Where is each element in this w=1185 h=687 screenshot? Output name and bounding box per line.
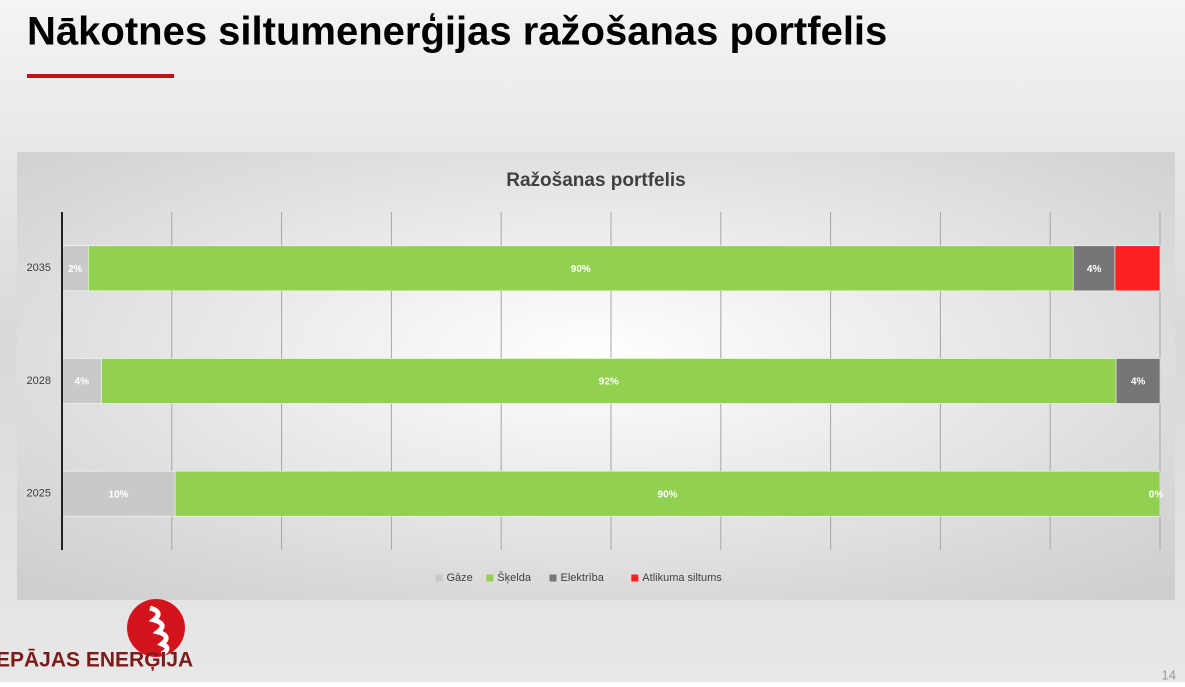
data-label: 90%: [571, 264, 591, 275]
legend-swatch: [435, 574, 443, 582]
bar-segment: [1073, 245, 1116, 292]
logo-text: EPĀJAS ENERĢIJA: [0, 649, 193, 672]
data-label: 4%: [75, 377, 90, 388]
y-tick-label: 2035: [27, 262, 51, 274]
logo: EPĀJAS ENERĢIJA: [0, 599, 193, 672]
bar-segment: [61, 358, 102, 404]
logo-mark: [127, 599, 185, 657]
y-tick-label: 2025: [27, 488, 51, 500]
bar-segment: [1115, 358, 1161, 404]
legend-label: Gāze: [447, 572, 473, 584]
legend-swatch: [631, 574, 639, 582]
y-tick-label: 2028: [27, 375, 51, 387]
bar-segment: [1114, 245, 1161, 292]
data-label: 90%: [658, 489, 678, 500]
legend-label: Šķelda: [497, 571, 532, 584]
bar-segment: [61, 470, 176, 517]
title-underline: [27, 74, 174, 78]
data-label: 92%: [599, 377, 619, 388]
bar-segment: [174, 470, 1161, 517]
data-label: 4%: [1131, 377, 1146, 388]
legend-label: Atlikuma siltums: [642, 572, 722, 584]
plot: 2035 2% 90% 4% 2028 4% 92% 4% 2025 10% 90% 0% Gāze Šķ…: [27, 212, 1164, 584]
legend-swatch: [549, 574, 557, 582]
legend-label: Elektrība: [561, 572, 605, 584]
data-label: 10%: [109, 489, 129, 500]
chart-title: Ražošanas portfelis: [506, 170, 686, 191]
data-label: 4%: [1087, 264, 1102, 275]
legend-swatch: [486, 574, 494, 582]
data-label: 0%: [1149, 489, 1164, 500]
page-number: 14: [1162, 667, 1176, 682]
slide-title: Nākotnes siltumenerģijas ražošanas portf…: [27, 10, 887, 54]
data-label: 2%: [68, 264, 83, 275]
bar-segment: [88, 245, 1074, 292]
logo-swirl: [148, 605, 170, 657]
